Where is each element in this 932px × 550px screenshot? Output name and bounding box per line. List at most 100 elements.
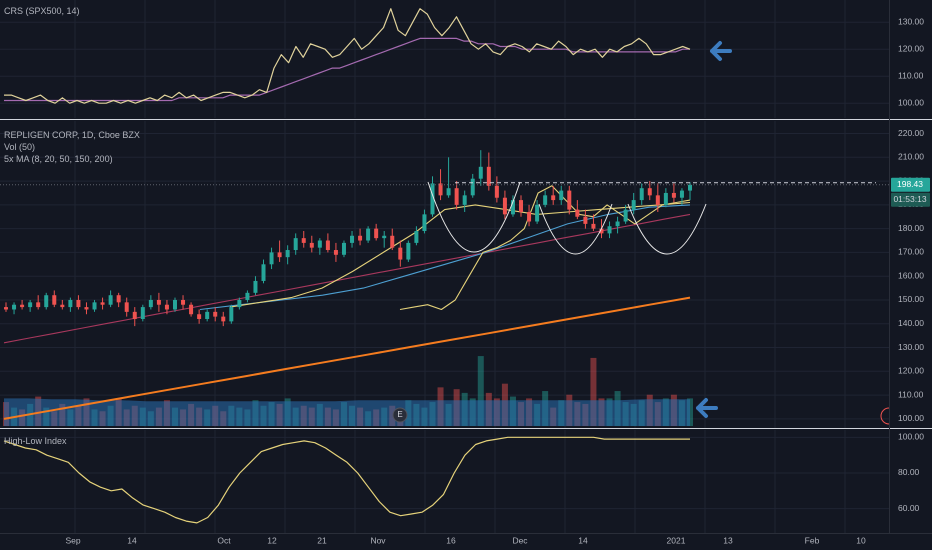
candle-body[interactable] xyxy=(559,190,564,201)
candle-body[interactable] xyxy=(599,228,604,234)
candle-body[interactable] xyxy=(607,226,612,234)
candle-body[interactable] xyxy=(382,235,387,239)
candle-body[interactable] xyxy=(140,307,145,319)
candle-body[interactable] xyxy=(20,304,25,308)
candle-body[interactable] xyxy=(237,299,242,308)
candle-body[interactable] xyxy=(623,209,628,222)
candle-body[interactable] xyxy=(591,223,596,229)
candle-body[interactable] xyxy=(341,242,346,255)
candle-body[interactable] xyxy=(671,192,676,198)
candle-body[interactable] xyxy=(688,184,692,191)
candle-body[interactable] xyxy=(92,302,97,310)
time-axis-label: Oct xyxy=(217,535,231,545)
candle-body[interactable] xyxy=(366,228,371,241)
candle-body[interactable] xyxy=(510,200,515,215)
candle-body[interactable] xyxy=(84,307,89,310)
candle-body[interactable] xyxy=(221,316,226,322)
candle-body[interactable] xyxy=(309,242,314,248)
candle-body[interactable] xyxy=(325,240,330,251)
candle-body[interactable] xyxy=(132,311,137,319)
candle-body[interactable] xyxy=(172,299,177,310)
candle-body[interactable] xyxy=(68,299,73,308)
candle-body[interactable] xyxy=(4,307,8,310)
candle-body[interactable] xyxy=(350,235,355,243)
volume-arrow-icon xyxy=(696,398,718,418)
candle-body[interactable] xyxy=(567,190,572,210)
candle-body[interactable] xyxy=(535,204,540,222)
candle-body[interactable] xyxy=(253,280,258,293)
candle-body[interactable] xyxy=(164,304,169,310)
ma-label: 5x MA (8, 20, 50, 150, 200) xyxy=(4,154,113,164)
candle-body[interactable] xyxy=(197,314,202,319)
candle-body[interactable] xyxy=(406,242,411,260)
candle-body[interactable] xyxy=(261,264,266,281)
candle-body[interactable] xyxy=(277,252,282,258)
candle-body[interactable] xyxy=(478,166,483,179)
candle-body[interactable] xyxy=(293,238,298,251)
candle-body[interactable] xyxy=(655,195,660,205)
candle-body[interactable] xyxy=(100,302,105,305)
price-tick-label: 220.00 xyxy=(898,128,924,138)
candle-body[interactable] xyxy=(663,192,668,205)
candle-body[interactable] xyxy=(430,183,435,215)
volume-bar xyxy=(477,356,484,426)
time-axis-label: Nov xyxy=(370,535,386,545)
candle-body[interactable] xyxy=(390,235,395,248)
candle-body[interactable] xyxy=(414,231,419,243)
candle-body[interactable] xyxy=(156,299,161,305)
candle-body[interactable] xyxy=(551,195,556,201)
candle-body[interactable] xyxy=(333,250,338,255)
candle-body[interactable] xyxy=(12,304,17,310)
candle-body[interactable] xyxy=(494,185,499,198)
candle-body[interactable] xyxy=(527,211,532,222)
candle-body[interactable] xyxy=(285,250,290,258)
candle-body[interactable] xyxy=(317,240,322,248)
candle-body[interactable] xyxy=(245,292,250,300)
candle-body[interactable] xyxy=(189,304,194,315)
candle-body[interactable] xyxy=(28,302,33,308)
candle-body[interactable] xyxy=(647,188,652,196)
candle-body[interactable] xyxy=(52,295,57,305)
candle-body[interactable] xyxy=(124,302,129,312)
candle-body[interactable] xyxy=(108,295,113,305)
candle-body[interactable] xyxy=(631,200,636,210)
time-axis-label: 2021 xyxy=(667,535,686,545)
candle-body[interactable] xyxy=(446,188,451,196)
earnings-next-marker xyxy=(880,407,890,425)
candle-body[interactable] xyxy=(639,188,644,201)
candle-body[interactable] xyxy=(36,302,41,308)
candle-body[interactable] xyxy=(148,299,153,308)
candle-body[interactable] xyxy=(358,235,363,241)
candle-body[interactable] xyxy=(44,295,49,308)
candle-body[interactable] xyxy=(438,183,443,196)
handle-curve xyxy=(627,203,707,255)
earnings-marker[interactable] xyxy=(392,407,408,423)
candle-body[interactable] xyxy=(205,311,210,319)
candle-body[interactable] xyxy=(269,252,274,265)
candle-body[interactable] xyxy=(229,307,234,322)
candle-body[interactable] xyxy=(615,221,620,227)
volume-bar xyxy=(590,357,597,426)
candle-body[interactable] xyxy=(301,238,306,243)
candle-body[interactable] xyxy=(575,209,580,217)
candle-body[interactable] xyxy=(422,214,427,232)
candle-body[interactable] xyxy=(398,247,403,260)
candle-body[interactable] xyxy=(679,190,684,198)
crs-tick-label: 130.00 xyxy=(898,16,924,26)
candle-body[interactable] xyxy=(519,200,524,212)
candle-body[interactable] xyxy=(470,178,475,196)
ma-8-line xyxy=(399,185,691,311)
candle-body[interactable] xyxy=(374,228,379,239)
candle-body[interactable] xyxy=(583,216,588,224)
candle-body[interactable] xyxy=(454,188,459,205)
candle-body[interactable] xyxy=(181,299,186,305)
candle-body[interactable] xyxy=(486,166,491,186)
candle-body[interactable] xyxy=(60,304,65,308)
candle-body[interactable] xyxy=(213,311,218,317)
candle-body[interactable] xyxy=(462,195,467,205)
candle-body[interactable] xyxy=(76,299,81,308)
candle-body[interactable] xyxy=(116,295,121,303)
candle-body[interactable] xyxy=(502,197,507,215)
candle-body[interactable] xyxy=(543,195,548,205)
